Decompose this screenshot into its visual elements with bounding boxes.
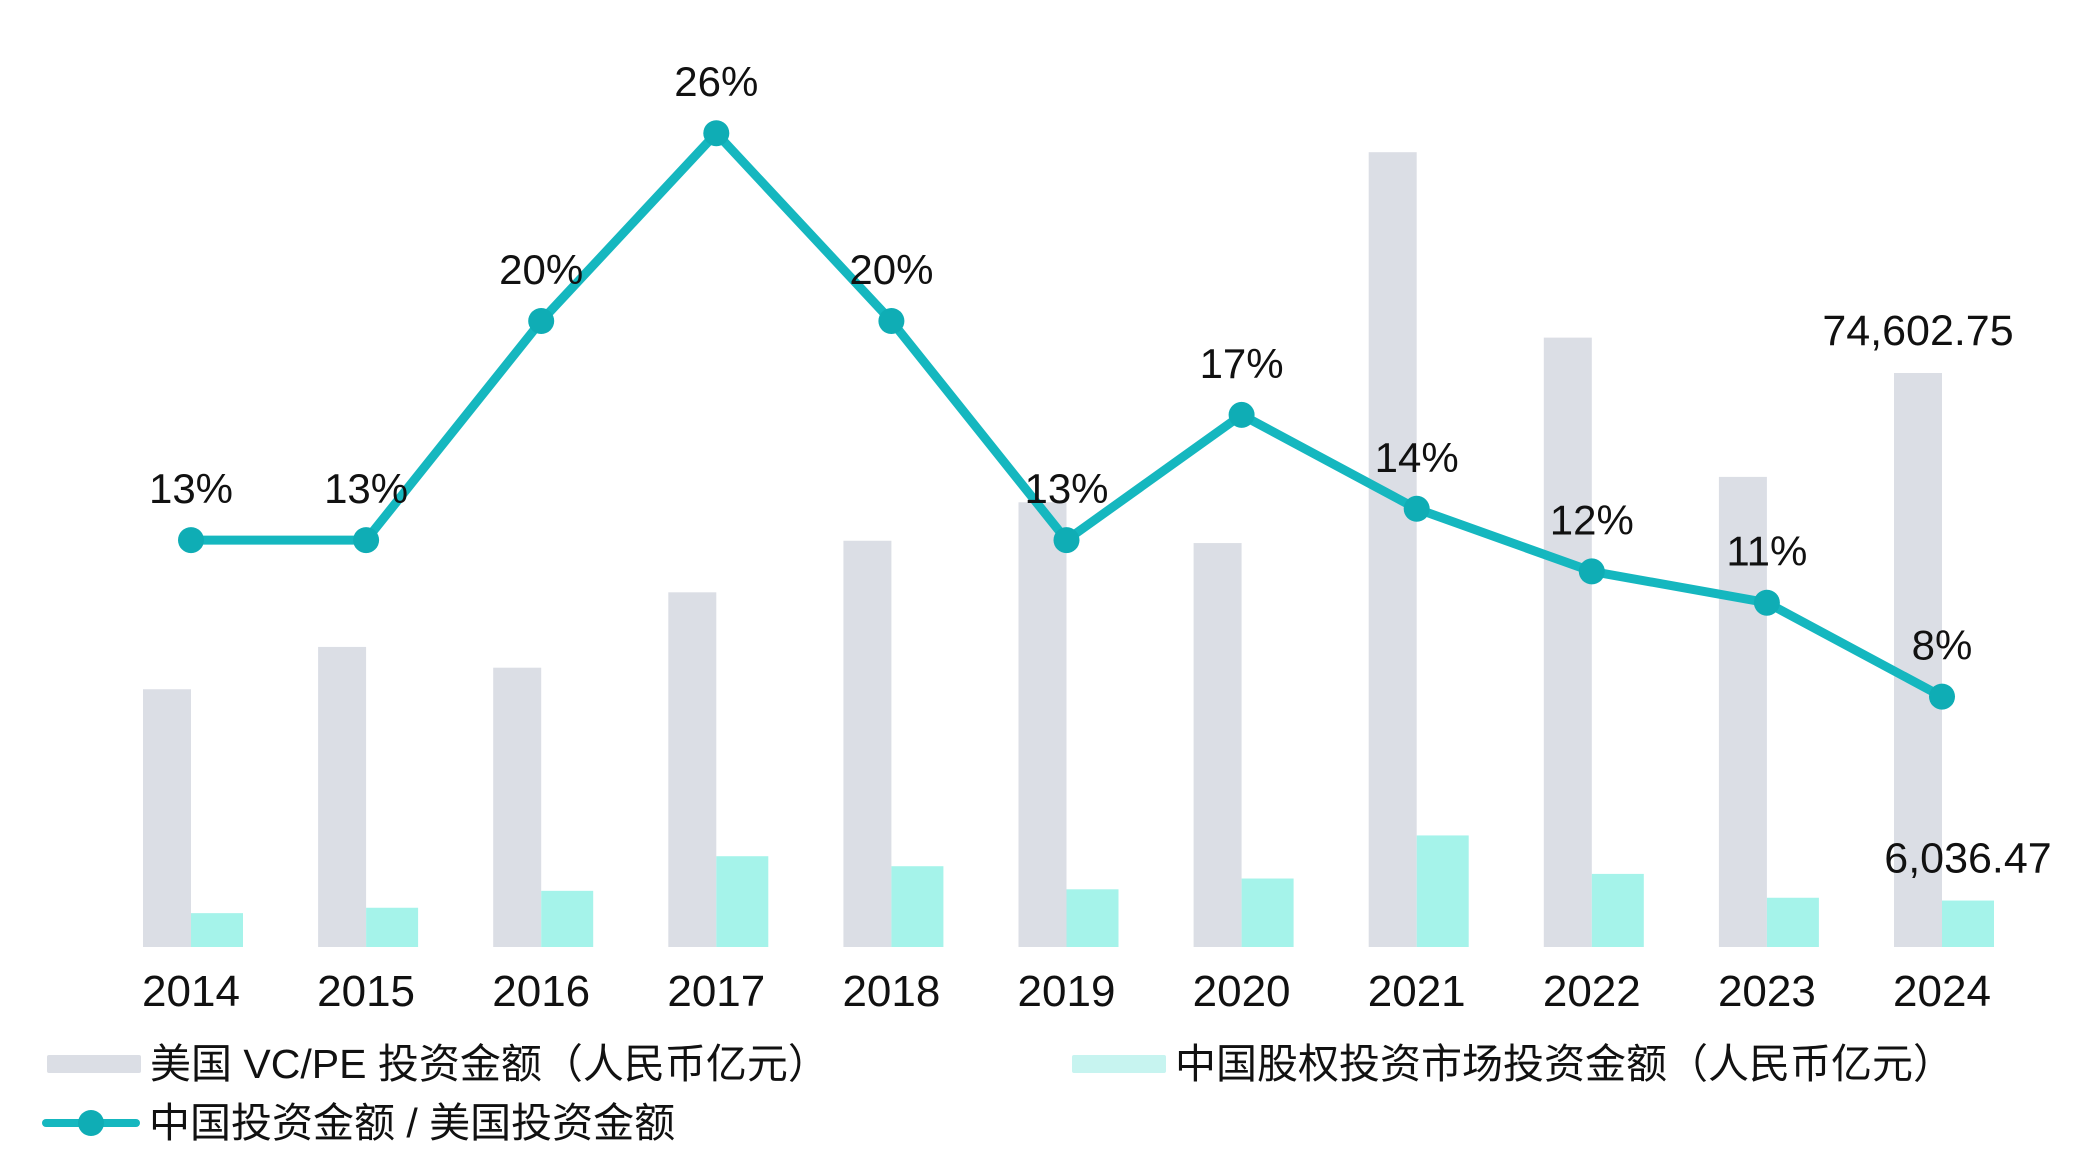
cn-bar-2019: [1066, 889, 1119, 947]
cn-bar-2024: [1942, 900, 1994, 947]
ratio-marker-2022: [1578, 558, 1605, 585]
legend-cn-label: 中国股权投资市场投资金额（人民币亿元）: [1175, 1040, 1954, 1087]
cn-bar-2018: [891, 866, 944, 947]
us-bar-2023: [1718, 476, 1767, 947]
us-value-label-2024: 74,602.75: [1822, 307, 2013, 355]
cn-bar-2015: [366, 907, 419, 947]
x-axis-label-2024: 2024: [1893, 967, 1991, 1016]
cn-bar-2022: [1591, 873, 1644, 947]
legend-item-cn-bars: 中国股权投资市场投资金额（人民币亿元）: [1072, 1041, 1954, 1087]
ratio-label-2020: 17%: [1200, 340, 1284, 387]
us-bar-2017: [668, 592, 717, 947]
ratio-marker-2018: [878, 308, 905, 334]
x-axis-label-2016: 2016: [492, 967, 590, 1016]
us-bar-2022: [1543, 337, 1592, 947]
x-axis-label-2018: 2018: [842, 967, 940, 1016]
ratio-label-2019: 13%: [1024, 465, 1108, 512]
x-axis-label-2015: 2015: [317, 967, 415, 1016]
ratio-marker-2014: [178, 527, 204, 554]
us-bar-2016: [493, 667, 542, 947]
x-axis-label-2019: 2019: [1018, 967, 1116, 1016]
cn-bar-2020: [1241, 878, 1294, 947]
x-axis-label-2021: 2021: [1368, 967, 1466, 1016]
us-bar-2019: [1018, 502, 1067, 947]
ratio-marker-2019: [1053, 527, 1080, 554]
cn-bar-2016: [541, 890, 594, 947]
ratio-label-2022: 12%: [1550, 496, 1634, 543]
legend-us-swatch: [47, 1055, 141, 1073]
ratio-marker-2016: [528, 308, 555, 334]
ratio-marker-2017: [703, 120, 730, 147]
legend-ratio-label: 中国投资金额 / 美国投资金额: [149, 1099, 676, 1146]
legend-line-swatch: [42, 1110, 140, 1136]
x-axis-label-2020: 2020: [1193, 967, 1291, 1016]
ratio-label-2014: 13%: [149, 465, 233, 512]
us-bar-2024: [1894, 373, 1942, 947]
ratio-marker-2015: [353, 527, 380, 554]
us-bar-2014: [143, 689, 191, 947]
ratio-label-2015: 13%: [324, 465, 408, 512]
x-axis-label-2014: 2014: [142, 967, 240, 1016]
x-axis-label-2022: 2022: [1543, 967, 1641, 1016]
ratio-label-2016: 20%: [499, 246, 583, 293]
legend-cn-swatch: [1072, 1055, 1166, 1073]
cn-bar-2017: [716, 856, 769, 947]
us-bar-2015: [318, 646, 367, 947]
x-axis-label-2017: 2017: [667, 967, 765, 1016]
cn-bar-2021: [1416, 835, 1469, 947]
ratio-label-2023: 11%: [1726, 528, 1807, 575]
ratio-marker-2023: [1753, 589, 1780, 616]
us-bar-2021: [1368, 152, 1417, 948]
cn-value-label-2024: 6,036.47: [1884, 835, 2051, 883]
cn-bar-2014: [191, 913, 243, 947]
ratio-label-2021: 14%: [1375, 434, 1459, 481]
legend-line-marker-dot: [78, 1110, 104, 1136]
ratio-label-2017: 26%: [674, 58, 758, 105]
ratio-marker-2024: [1929, 683, 1955, 710]
ratio-marker-2021: [1403, 495, 1430, 522]
legend-item-ratio-line: 中国投资金额 / 美国投资金额: [42, 1100, 675, 1146]
ratio-marker-2020: [1228, 401, 1255, 428]
legend-item-us-bars: 美国 VC/PE 投资金额（人民币亿元）: [47, 1041, 829, 1087]
us-bar-2018: [843, 540, 892, 947]
ratio-label-2018: 20%: [849, 246, 933, 293]
cn-bar-2023: [1766, 897, 1819, 947]
x-axis-label-2023: 2023: [1718, 967, 1816, 1016]
ratio-label-2024: 8%: [1912, 622, 1973, 669]
us-bar-2020: [1193, 543, 1242, 947]
legend-us-label: 美国 VC/PE 投资金额（人民币亿元）: [150, 1040, 829, 1087]
